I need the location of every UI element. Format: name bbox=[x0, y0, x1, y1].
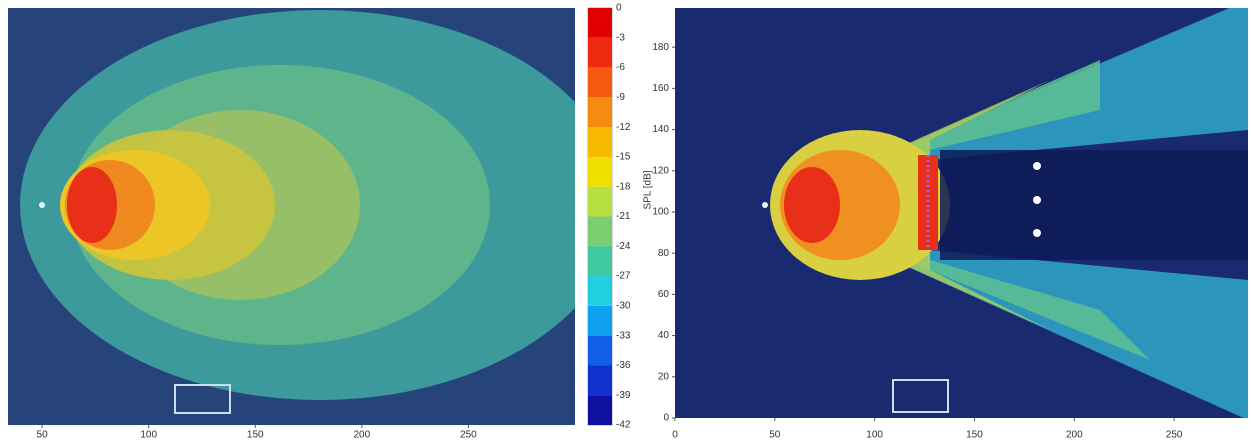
right-map bbox=[675, 8, 1248, 418]
y-tick-label: 180 bbox=[652, 42, 669, 53]
x-tick-label: 150 bbox=[966, 430, 983, 441]
x-tick-label: 100 bbox=[866, 430, 883, 441]
colorbar-tick-label: -12 bbox=[616, 122, 631, 133]
colorbar-band bbox=[588, 127, 612, 157]
colorbar-band bbox=[588, 276, 612, 306]
colorbar-tick-label: -24 bbox=[616, 241, 631, 252]
colorbar-band bbox=[588, 67, 612, 98]
x-tick-label: 250 bbox=[1166, 430, 1183, 441]
y-tick-label: 40 bbox=[658, 330, 670, 341]
x-tick-label: 50 bbox=[769, 430, 781, 441]
y-tick-label: 120 bbox=[652, 165, 669, 176]
y-tick-label: 20 bbox=[658, 371, 670, 382]
colorbar-tick-label: -15 bbox=[616, 152, 631, 163]
colorbar-band bbox=[588, 8, 612, 38]
colorbar-tick-label: -39 bbox=[616, 390, 631, 401]
colorbar-band bbox=[588, 97, 612, 128]
colorbar-band bbox=[588, 37, 612, 68]
colorbar-tick-label: 0 bbox=[616, 3, 622, 14]
colorbar-band bbox=[588, 246, 612, 277]
y-tick-label: 60 bbox=[658, 289, 670, 300]
colorbar-band bbox=[588, 335, 612, 366]
colorbar-tick-label: -33 bbox=[616, 330, 631, 341]
colorbar-tick-label: -21 bbox=[616, 211, 631, 222]
colorbar-band bbox=[588, 216, 612, 247]
left-map bbox=[8, 8, 575, 425]
x-tick-label: 0 bbox=[672, 430, 678, 441]
y-tick-label: 80 bbox=[658, 248, 670, 259]
colorbar-tick-label: -27 bbox=[616, 271, 631, 282]
x-tick-label: 50 bbox=[37, 430, 49, 441]
x-tick-label: 200 bbox=[353, 430, 370, 441]
colorbar-tick-label: -18 bbox=[616, 181, 631, 192]
colorbar-band bbox=[588, 156, 612, 187]
colorbar-tick-label: -36 bbox=[616, 360, 631, 371]
x-tick-label: 150 bbox=[247, 430, 264, 441]
colorbar-band bbox=[588, 305, 612, 336]
colorbar-band bbox=[588, 186, 612, 217]
colorbar-band bbox=[588, 365, 612, 396]
colorbar-tick-label: -3 bbox=[616, 32, 625, 43]
y-tick-label: 160 bbox=[652, 83, 669, 94]
y-tick-label: 140 bbox=[652, 124, 669, 135]
colorbar-tick-label: -42 bbox=[616, 420, 631, 431]
colorbar-label: SPL [dB] bbox=[643, 170, 654, 209]
x-tick-label: 200 bbox=[1066, 430, 1083, 441]
colorbar-tick-label: -30 bbox=[616, 300, 631, 311]
colorbar-band bbox=[588, 395, 612, 425]
colorbar-tick-label: -6 bbox=[616, 62, 625, 73]
x-tick-label: 250 bbox=[460, 430, 477, 441]
y-tick-label: 100 bbox=[652, 207, 669, 218]
y-tick-label: 0 bbox=[663, 413, 669, 424]
x-tick-label: 100 bbox=[140, 430, 157, 441]
colorbar-tick-label: -9 bbox=[616, 92, 625, 103]
